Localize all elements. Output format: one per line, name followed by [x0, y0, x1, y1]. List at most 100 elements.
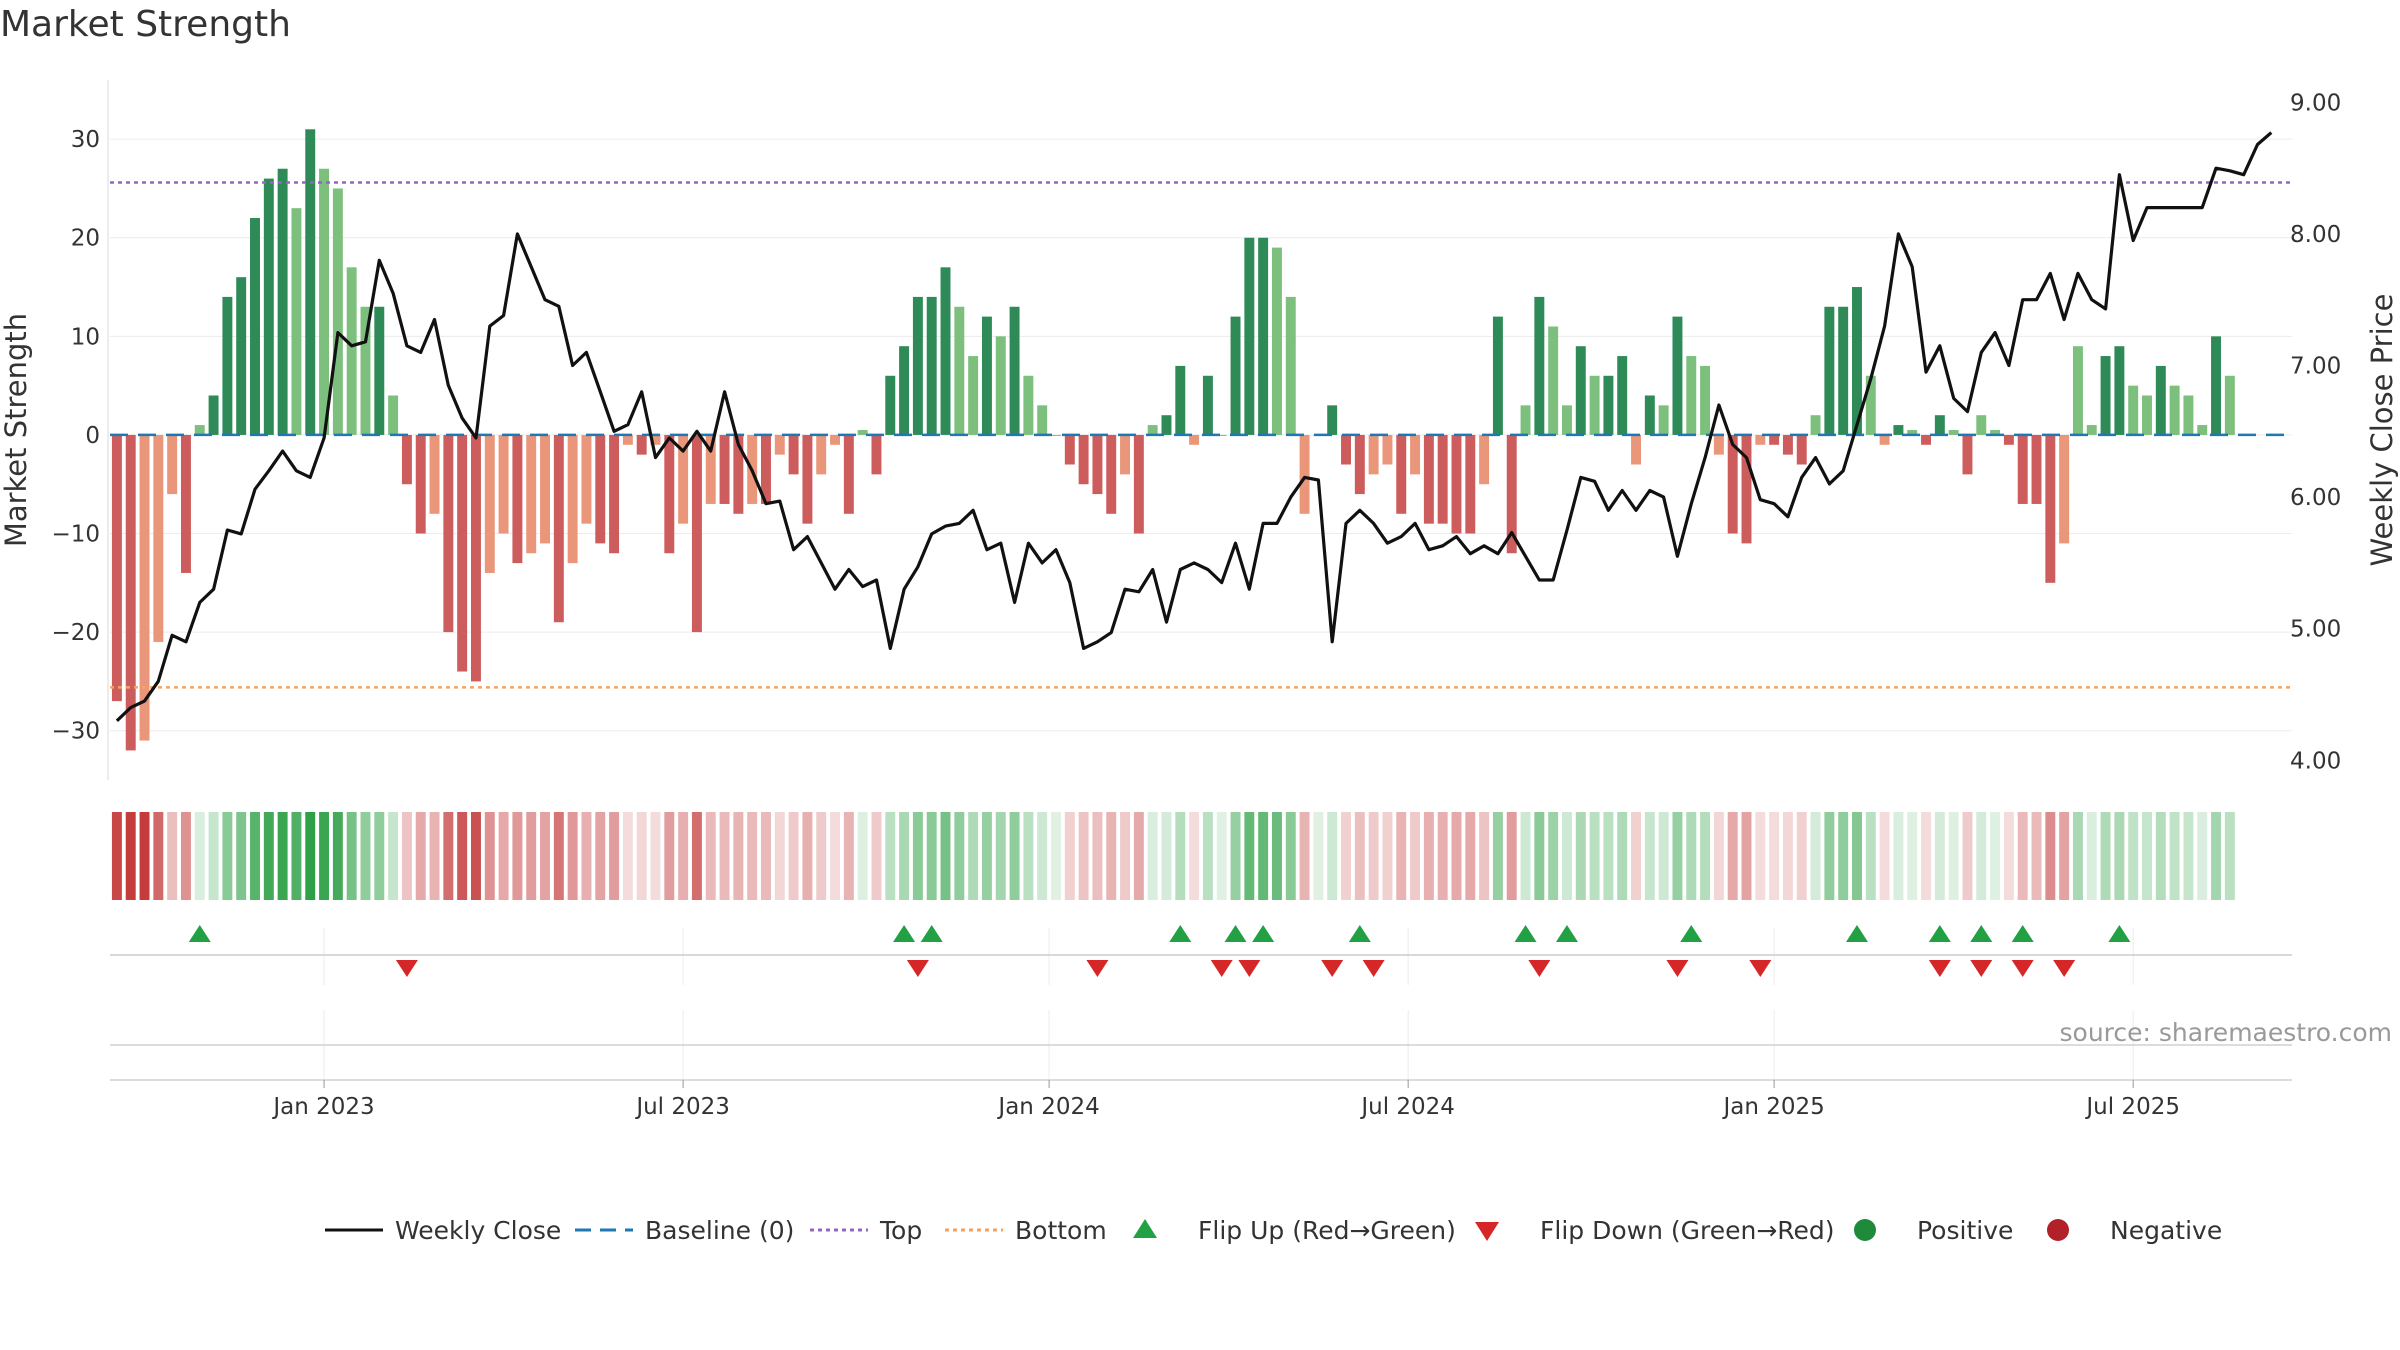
- heat-cell: [263, 812, 274, 900]
- legend-label: Negative: [2110, 1216, 2222, 1245]
- heat-cell: [346, 812, 357, 900]
- strength-bar: [194, 425, 205, 435]
- strength-bar: [111, 434, 122, 702]
- strength-bar: [470, 434, 481, 682]
- strength-bar: [1658, 405, 1669, 435]
- heat-cell: [1244, 812, 1255, 900]
- strength-bar: [1561, 405, 1572, 435]
- heat-cell: [981, 812, 992, 900]
- strength-bar: [208, 395, 219, 435]
- flip-down-marker: [395, 960, 418, 977]
- heat-cell: [1644, 812, 1655, 900]
- strength-bar: [1161, 415, 1172, 435]
- strength-bar: [1796, 434, 1807, 465]
- flip-down-marker: [906, 960, 929, 977]
- strength-bar: [1009, 306, 1020, 435]
- strength-bar: [1120, 434, 1131, 475]
- heat-cell: [1796, 812, 1807, 900]
- legend-label: Bottom: [1015, 1216, 1107, 1245]
- heat-cell: [470, 812, 481, 900]
- strength-bar: [788, 434, 799, 475]
- legend-label: Flip Up (Red→Green): [1198, 1216, 1456, 1245]
- right-tick-label: 4.00: [2290, 748, 2341, 774]
- heat-cell: [2224, 812, 2235, 900]
- left-y-axis: 30 20 10 0 −10 −20 −30 Market Strength: [0, 127, 100, 745]
- heat-cell: [678, 812, 689, 900]
- strength-bar: [857, 430, 868, 435]
- strength-bar: [1341, 434, 1351, 465]
- flip-down-marker: [1970, 960, 1993, 977]
- heat-cell: [1686, 812, 1697, 900]
- strength-bar: [830, 434, 841, 445]
- heat-cell: [374, 812, 385, 900]
- heat-cell: [1589, 812, 1600, 900]
- heat-cell: [1603, 812, 1614, 900]
- legend-label: Positive: [1917, 1216, 2013, 1245]
- strength-bar: [1589, 375, 1600, 435]
- heat-cell: [1741, 812, 1752, 900]
- legend: Weekly Close Baseline (0) Top Bottom Flip Up…: [325, 1216, 2222, 1245]
- heat-cell: [1092, 812, 1103, 900]
- strength-bar: [1051, 434, 1061, 436]
- heat-cell: [1865, 812, 1876, 900]
- heat-cell: [1810, 812, 1821, 900]
- heat-cell: [443, 812, 454, 900]
- left-tick-label: −30: [51, 719, 100, 745]
- heat-cell: [691, 812, 702, 900]
- heat-cell: [1078, 812, 1089, 900]
- strength-bar: [1575, 346, 1586, 435]
- heat-cell: [277, 812, 288, 900]
- strength-bar: [1603, 375, 1614, 435]
- heat-cell: [360, 812, 371, 900]
- left-tick-label: 10: [71, 324, 100, 350]
- left-tick-label: −20: [51, 620, 100, 646]
- heat-cell: [1879, 812, 1890, 900]
- flip-down-marker: [1238, 960, 1261, 977]
- strength-bar: [1548, 326, 1559, 435]
- heat-cell: [1037, 812, 1048, 900]
- flip-down-marker: [2053, 960, 2076, 977]
- strength-bars: [111, 129, 2235, 751]
- heat-cell: [401, 812, 412, 900]
- strength-bar: [1976, 415, 1987, 435]
- chart-title: Market Strength: [0, 4, 291, 45]
- flip-markers-panel: [110, 925, 2292, 1081]
- heat-cell: [788, 812, 799, 900]
- legend-label: Top: [879, 1216, 922, 1245]
- heat-cell: [1561, 812, 1572, 900]
- strength-bar: [581, 434, 592, 524]
- strength-bar: [1175, 365, 1186, 435]
- strength-bar: [981, 316, 992, 435]
- flip-down-marker: [1086, 960, 1109, 977]
- heat-cell: [719, 812, 730, 900]
- flip-up-marker: [1970, 925, 1993, 942]
- heat-cell: [180, 812, 191, 900]
- heat-cell: [1327, 812, 1338, 900]
- heat-cell: [1948, 812, 1959, 900]
- strength-bar: [2003, 434, 2014, 445]
- strength-bar: [1216, 434, 1227, 436]
- strength-bar: [2142, 395, 2152, 435]
- flip-up-marker: [1555, 925, 1578, 942]
- heat-cell: [429, 812, 440, 900]
- heat-cell: [208, 812, 219, 900]
- strength-bar: [816, 434, 827, 475]
- strength-bar: [2197, 425, 2208, 435]
- flip-down-marker: [2011, 960, 2034, 977]
- heat-cell: [1755, 812, 1766, 900]
- heat-cell: [2142, 812, 2152, 900]
- heat-cell: [1934, 812, 1945, 900]
- strength-bar: [2059, 434, 2070, 544]
- strength-bar: [2072, 346, 2083, 435]
- heat-cell: [1492, 812, 1503, 900]
- heat-cell: [1838, 812, 1849, 900]
- strength-bar: [1700, 365, 1711, 435]
- heat-cell: [1658, 812, 1669, 900]
- strength-bar: [236, 277, 247, 435]
- strength-bar: [1271, 247, 1282, 435]
- heat-cell: [1009, 812, 1020, 900]
- strength-bar: [139, 434, 150, 741]
- right-tick-label: 8.00: [2290, 222, 2341, 248]
- heat-cell: [2114, 812, 2125, 900]
- weekly-close-line: [115, 131, 2273, 722]
